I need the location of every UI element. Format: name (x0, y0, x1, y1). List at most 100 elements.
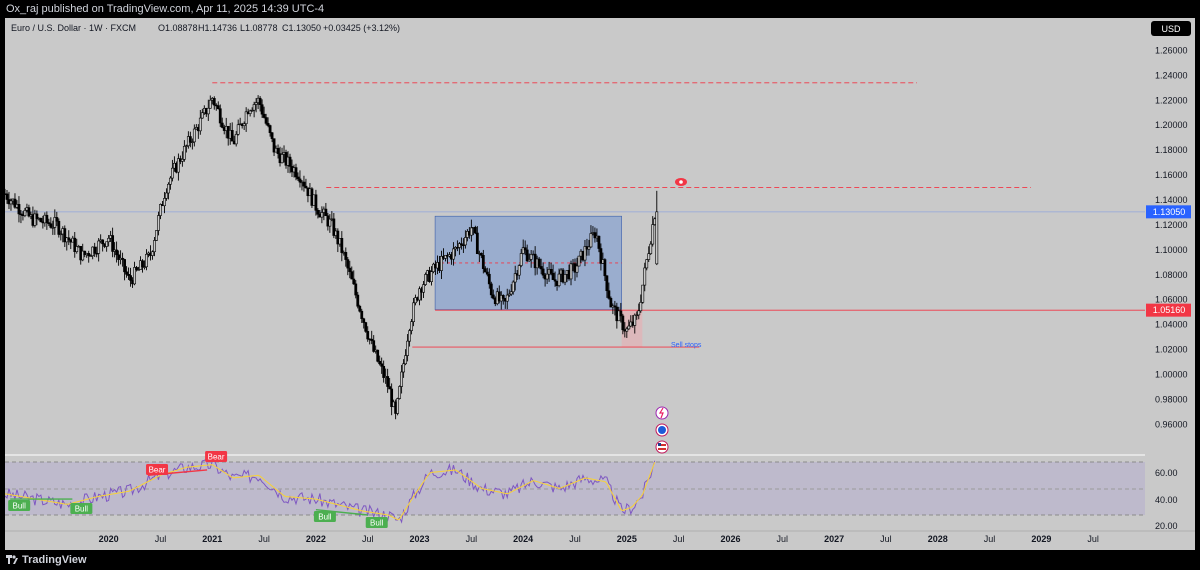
candle-body (5, 193, 9, 200)
event-icons[interactable] (655, 406, 669, 454)
candle-body (398, 386, 402, 399)
chart-frame[interactable]: 1.26000 1.24000 1.22000 1.20000 1.18000 1.160… (3, 18, 1195, 550)
price-tick-label: 1.02000 (1155, 345, 1188, 355)
candle-body (296, 176, 300, 180)
ohlc-open-value: 1.08878 (165, 23, 198, 33)
candle-body (234, 134, 238, 145)
candle-body (220, 122, 224, 128)
us-flag-stripe (658, 444, 666, 446)
candle-body (19, 213, 23, 216)
rsi-tick-label: 40.00 (1155, 495, 1178, 505)
time-tick-label: 2020 (99, 534, 119, 544)
candle-body (83, 250, 87, 256)
candle-body (463, 237, 467, 246)
eye-icon[interactable] (675, 178, 687, 186)
candle-body (366, 331, 370, 340)
candle-body (382, 366, 386, 378)
ohlc-close-value: 1.13050 (289, 23, 322, 33)
time-tick-label: Jul (673, 534, 685, 544)
candle-body (440, 256, 443, 271)
candle-body (244, 111, 248, 125)
candle-body (165, 192, 168, 199)
tradingview-logo[interactable]: TradingView (6, 554, 87, 566)
candle-body (505, 294, 509, 302)
price-axis[interactable] (1145, 18, 1195, 550)
candle-body (613, 305, 617, 308)
bull-label: Bull (313, 511, 336, 522)
candle-body (372, 340, 376, 352)
candle-body (53, 217, 57, 228)
candle-body (200, 112, 204, 119)
price-tick-label: 1.10000 (1155, 245, 1188, 255)
eu-flag-glyph (658, 426, 666, 434)
ohlc-high: H1.14736 (198, 23, 237, 33)
us-flag-icon[interactable] (655, 440, 669, 454)
candle-body (188, 136, 192, 143)
candle-body (143, 266, 146, 268)
candle-body (169, 177, 172, 185)
candle-body (153, 240, 156, 253)
candle-body (563, 274, 567, 283)
candle-body (619, 310, 623, 317)
candle-body (525, 249, 529, 262)
ohlc-low-value: 1.08778 (245, 23, 278, 33)
candle-body (206, 107, 210, 115)
candle-body (491, 294, 495, 299)
candle-body (115, 249, 119, 256)
time-axis: 2020 Jul 2021 Jul 2022 Jul 2023 Jul 2024 Jul 2025 J… (99, 534, 1099, 544)
candle-body (49, 223, 53, 228)
time-tick-label: 2028 (928, 534, 948, 544)
candle-body (145, 253, 148, 268)
candle-body (633, 314, 637, 326)
rsi-line (4, 458, 656, 524)
time-tick-label: 2024 (513, 534, 533, 544)
candle-body (541, 268, 545, 276)
candle-body (182, 145, 186, 160)
price-tick-label: 1.04000 (1155, 320, 1188, 330)
time-tick-label: Jul (155, 534, 167, 544)
candle-body (276, 148, 280, 154)
candle-body (298, 178, 302, 183)
candle-body (294, 167, 298, 178)
candle-body (252, 104, 256, 111)
candle-body (523, 247, 527, 251)
candle-body (422, 284, 425, 293)
candle-body (167, 183, 170, 194)
candle-body (248, 110, 252, 114)
price-tick-label: 1.18000 (1155, 145, 1188, 155)
time-tick-label: 2026 (720, 534, 740, 544)
candle-body (641, 284, 645, 303)
candle-body (133, 267, 136, 285)
candle-body (364, 322, 368, 332)
bear-label: Bear (146, 464, 169, 475)
candle-body (557, 273, 561, 286)
price-tick-label: 1.00000 (1155, 369, 1188, 379)
candle-body (135, 267, 138, 271)
candle-body (605, 275, 609, 292)
currency-button[interactable]: USD (1151, 21, 1191, 36)
tradingview-brand: TradingView (22, 554, 87, 566)
candle-body (396, 398, 400, 414)
candle-body (336, 230, 340, 245)
candle-body (354, 283, 358, 296)
candle-body (400, 371, 404, 387)
chart-svg[interactable]: 1.26000 1.24000 1.22000 1.20000 1.18000 1.160… (3, 18, 1195, 550)
lightning-glyph (658, 407, 664, 419)
time-tick-label: Jul (362, 534, 374, 544)
candle-body (625, 328, 629, 332)
price-tick-label: 0.96000 (1155, 419, 1188, 429)
candle-body (569, 263, 573, 280)
candle-body (408, 330, 411, 342)
candle-body (647, 253, 651, 260)
price-tick-label: 1.26000 (1155, 45, 1188, 55)
candle-body (105, 241, 109, 247)
candle-body (649, 243, 653, 254)
candle-body (250, 109, 254, 112)
candle-body (230, 130, 234, 142)
rsi-ma-line (4, 462, 656, 521)
price-grid: 1.26000 1.24000 1.22000 1.20000 1.18000 1.160… (1155, 45, 1188, 429)
candle-body (489, 283, 493, 296)
levels-group (5, 82, 1145, 348)
time-tick-label: 2021 (202, 534, 222, 544)
candle-body (587, 246, 591, 250)
